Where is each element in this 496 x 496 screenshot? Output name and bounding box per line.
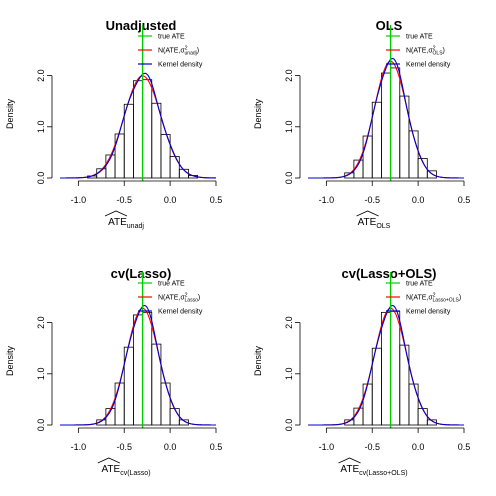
y-tick-label: 2.0 xyxy=(36,316,46,329)
y-axis-label: Density xyxy=(253,345,263,376)
y-tick-label: 0.0 xyxy=(284,419,294,432)
panel-title: Unadjusted xyxy=(106,18,177,33)
panel-title: OLS xyxy=(376,18,403,33)
x-axis-label: ATEunadj xyxy=(108,217,144,230)
y-tick-label: 2.0 xyxy=(284,316,294,329)
x-tick-label: 0.0 xyxy=(412,195,425,205)
legend-label: N(ATE,σ2 Lasso) xyxy=(158,293,200,304)
legend-label: true ATE xyxy=(158,281,185,288)
x-tick-label: -0.5 xyxy=(116,195,132,205)
histogram-bar xyxy=(426,170,437,179)
y-tick-label: 1.0 xyxy=(284,368,294,381)
panel-1: Unadjusted -1.0 -0.5 0.0 0.5 0.0 1.0 2.0 Density… xyxy=(5,18,222,230)
x-tick-label: -0.5 xyxy=(364,442,380,452)
legend-label: Kernel density xyxy=(406,62,451,69)
histogram-bar xyxy=(142,311,153,426)
y-tick-label: 0.0 xyxy=(36,172,46,185)
y-tick-label: 1.0 xyxy=(36,368,46,381)
histogram-bar xyxy=(381,72,391,179)
legend-label: N(ATE,σ2 Lasso+OLS) xyxy=(406,293,461,304)
legend-label: true ATE xyxy=(406,34,433,41)
y-tick-label: 0.0 xyxy=(36,419,46,432)
kernel-density-curve xyxy=(60,304,216,426)
y-tick-label: 1.0 xyxy=(36,121,46,134)
x-tick-label: 0.0 xyxy=(164,195,177,205)
y-tick-label: 2.0 xyxy=(284,69,294,82)
histogram-bar xyxy=(178,419,189,426)
y-axis-label: Density xyxy=(5,98,15,129)
normal-density-curve xyxy=(308,60,464,179)
legend-label: N(ATE,σ2 unadj) xyxy=(158,46,199,57)
x-tick-label: 0.5 xyxy=(458,195,471,205)
histogram-bar xyxy=(114,382,125,426)
histogram-bar xyxy=(408,383,419,426)
histogram-bar xyxy=(123,103,134,179)
histogram-bar xyxy=(362,383,373,426)
y-tick-label: 1.0 xyxy=(284,121,294,134)
histogram-bar xyxy=(133,314,143,426)
normal-density-curve xyxy=(60,75,217,179)
kernel-density-curve xyxy=(60,72,216,179)
x-tick-label: -1.0 xyxy=(71,195,87,205)
panel-3: cv(Lasso) -1.0 -0.5 0.0 0.5 0.0 1.0 2.0 Density A… xyxy=(5,266,222,477)
x-tick-label: 0.5 xyxy=(210,442,223,452)
histogram-bar xyxy=(408,130,419,179)
x-tick-label: 0.0 xyxy=(412,442,425,452)
x-axis-label: ATEOLS xyxy=(358,217,391,230)
histogram-bar xyxy=(417,158,428,179)
histogram-bar xyxy=(169,408,180,426)
x-tick-label: 0.5 xyxy=(458,442,471,452)
x-tick-label: -1.0 xyxy=(71,442,87,452)
histogram-bar xyxy=(362,135,373,179)
histogram-bar xyxy=(417,408,428,426)
histogram-bar xyxy=(151,102,162,179)
histogram-bar xyxy=(426,419,437,426)
x-tick-label: -1.0 xyxy=(319,442,335,452)
legend-label: N(ATE,σ2 OLS) xyxy=(406,46,445,57)
histogram-bar xyxy=(160,382,171,426)
legend-label: Kernel density xyxy=(158,62,203,69)
x-tick-label: 0.0 xyxy=(164,442,177,452)
hat-accent xyxy=(356,210,379,217)
hat-accent xyxy=(338,457,361,464)
x-tick-label: -0.5 xyxy=(116,442,132,452)
normal-density-curve xyxy=(308,307,464,426)
normal-density-curve xyxy=(60,307,216,426)
histogram-bar xyxy=(133,80,143,179)
histogram-bar xyxy=(390,310,401,426)
legend-label: Kernel density xyxy=(158,309,203,316)
y-axis-label: Density xyxy=(253,98,263,129)
x-tick-label: -0.5 xyxy=(364,195,380,205)
histogram-bar xyxy=(399,95,410,179)
panel-2: OLS -1.0 -0.5 0.0 0.5 0.0 1.0 2.0 Density ATEOLS t… xyxy=(253,18,470,230)
hat-accent xyxy=(104,210,128,217)
kernel-density-curve xyxy=(308,304,464,426)
legend-label: true ATE xyxy=(158,34,185,41)
histogram-bar xyxy=(142,79,153,179)
panel-title: cv(Lasso+OLS) xyxy=(341,266,436,281)
histogram-bar xyxy=(381,311,391,426)
y-tick-label: 0.0 xyxy=(284,172,294,185)
legend-label: Kernel density xyxy=(406,309,451,316)
histogram-bar xyxy=(169,156,180,179)
x-tick-label: 0.5 xyxy=(210,195,223,205)
x-axis-label: ATEcv(Lasso) xyxy=(101,464,150,477)
y-axis-label: Density xyxy=(5,345,15,376)
histogram-bar xyxy=(390,67,401,179)
hat-accent xyxy=(97,457,120,464)
panel-title: cv(Lasso) xyxy=(111,266,172,281)
x-tick-label: -1.0 xyxy=(319,195,335,205)
panel-4: cv(Lasso+OLS) -1.0 -0.5 0.0 0.5 0.0 1.0 2.0 Dens… xyxy=(253,266,470,477)
y-tick-label: 2.0 xyxy=(36,69,46,82)
legend-label: true ATE xyxy=(406,281,433,288)
x-axis-label: ATEcv(Lasso+OLS) xyxy=(340,464,407,477)
kernel-density-curve xyxy=(308,57,464,179)
